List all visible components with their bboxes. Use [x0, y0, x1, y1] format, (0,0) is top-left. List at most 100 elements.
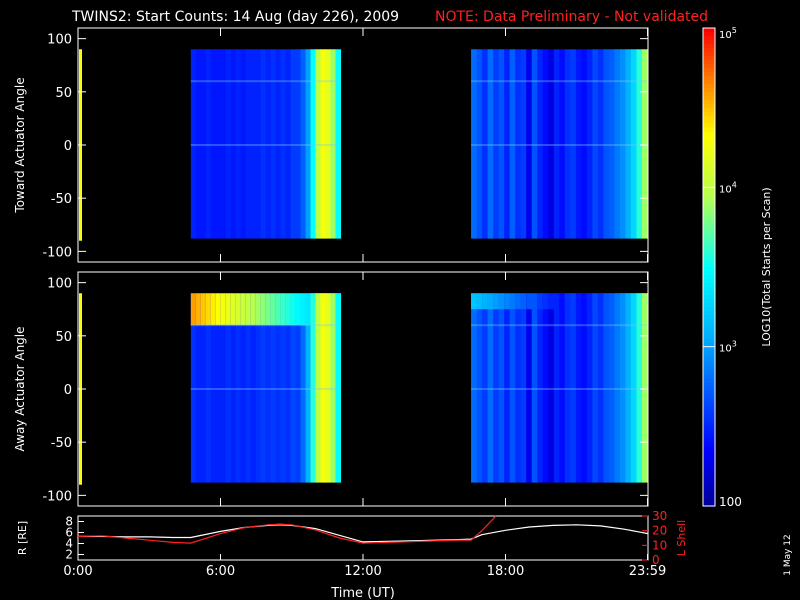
colorbar-step: [703, 207, 715, 213]
away-band-cell: [205, 293, 212, 326]
toward-cell: [471, 49, 478, 239]
colorbar-step: [703, 219, 715, 224]
away-ytick-label: 0: [64, 383, 72, 398]
colorbar-step: [703, 410, 715, 416]
away-ytick-label: -100: [42, 489, 72, 504]
toward-cell: [210, 49, 217, 239]
away-cell: [215, 293, 222, 483]
colorbar-step: [703, 199, 715, 205]
away-cell: [210, 293, 217, 483]
away-cell: [315, 293, 322, 483]
radius-axis-label: R [RE]: [16, 521, 29, 555]
lshell-tick-label: 30: [652, 509, 667, 523]
away-band-cell: [310, 293, 317, 326]
away-stripe: [471, 388, 648, 390]
colorbar-step: [703, 322, 715, 328]
toward-stripe: [190, 80, 341, 83]
toward-cell: [275, 49, 282, 239]
colorbar-step: [703, 414, 715, 420]
toward-cell: [230, 49, 237, 239]
away-band-cell: [630, 293, 638, 310]
colorbar-step: [703, 302, 715, 308]
away-band-cell: [597, 293, 604, 310]
colorbar-step: [703, 390, 715, 396]
colorbar-step: [703, 470, 715, 475]
toward-cell: [575, 49, 582, 239]
toward-cell: [270, 49, 277, 239]
colorbar-step: [703, 502, 715, 507]
away-band-cell: [275, 293, 282, 326]
away-band-cell: [487, 293, 494, 310]
colorbar-step: [703, 243, 715, 248]
colorbar-step: [703, 498, 715, 503]
away-cell: [619, 293, 627, 483]
away-panel-ticks: -100 -50 0 50 100: [42, 272, 649, 506]
toward-angle-heatmap: [79, 49, 649, 241]
away-cell: [471, 293, 478, 483]
colorbar-step: [703, 370, 715, 376]
away-cell: [300, 293, 307, 483]
colorbar-step: [703, 143, 715, 149]
away-cell: [515, 293, 522, 483]
toward-cell: [305, 49, 312, 239]
colorbar-step: [703, 290, 715, 296]
time-tick-label: 23:59: [629, 564, 666, 579]
orbit-lines: [77, 515, 649, 544]
colorbar-step: [703, 338, 715, 344]
colorbar-tick-exponent: 3: [732, 340, 737, 349]
colorbar-step: [703, 426, 715, 432]
colorbar-step: [703, 458, 715, 463]
colorbar-step: [703, 378, 715, 384]
away-band-cell: [230, 293, 237, 326]
away-band-cell: [320, 293, 327, 326]
away-band-cell: [625, 293, 632, 310]
away-y-axis-label: Away Actuator Angle: [13, 326, 27, 451]
colorbar-step: [703, 263, 715, 268]
colorbar-step: [703, 274, 715, 280]
away-band-cell: [586, 293, 593, 310]
colorbar-step: [703, 35, 715, 41]
away-cell: [225, 293, 232, 483]
away-cell: [190, 293, 197, 483]
toward-cell: [265, 49, 272, 239]
time-tick-label: 6:00: [206, 564, 235, 579]
away-band-cell: [315, 293, 322, 326]
colorbar-step: [703, 267, 715, 272]
toward-cell: [548, 49, 555, 239]
colorbar-step: [703, 71, 715, 77]
away-cell: [564, 293, 571, 483]
colorbar-step: [703, 119, 715, 125]
colorbar-step: [703, 418, 715, 424]
colorbar-step: [703, 187, 715, 193]
toward-cell: [487, 49, 494, 239]
away-band-cell: [295, 293, 302, 326]
away-cell: [200, 293, 207, 483]
time-tick-label: 12:00: [344, 564, 381, 579]
colorbar-step: [703, 442, 715, 448]
colorbar-step: [703, 175, 715, 181]
toward-cell: [642, 49, 649, 239]
away-band-cell: [493, 293, 500, 310]
toward-cell: [526, 49, 533, 239]
away-band-cell: [265, 293, 272, 326]
colorbar-step: [703, 298, 715, 304]
colorbar-step: [703, 239, 715, 244]
away-band-cell: [260, 293, 267, 326]
away-cell: [520, 293, 527, 483]
toward-cell: [537, 49, 544, 239]
toward-cell: [581, 49, 588, 239]
colorbar-step: [703, 55, 715, 61]
colorbar-step: [703, 474, 715, 479]
colorbar-step: [703, 203, 715, 209]
toward-cell: [504, 49, 511, 239]
away-stripe: [190, 388, 341, 390]
colorbar-step: [703, 282, 715, 288]
preliminary-note: NOTE: Data Preliminary - Not validated: [435, 9, 708, 25]
toward-cell: [255, 49, 262, 239]
away-cell: [592, 293, 599, 483]
colorbar-step: [703, 75, 715, 81]
radius-tick-label: 6: [65, 526, 73, 540]
colorbar-step: [703, 163, 715, 169]
away-cell: [235, 293, 242, 483]
